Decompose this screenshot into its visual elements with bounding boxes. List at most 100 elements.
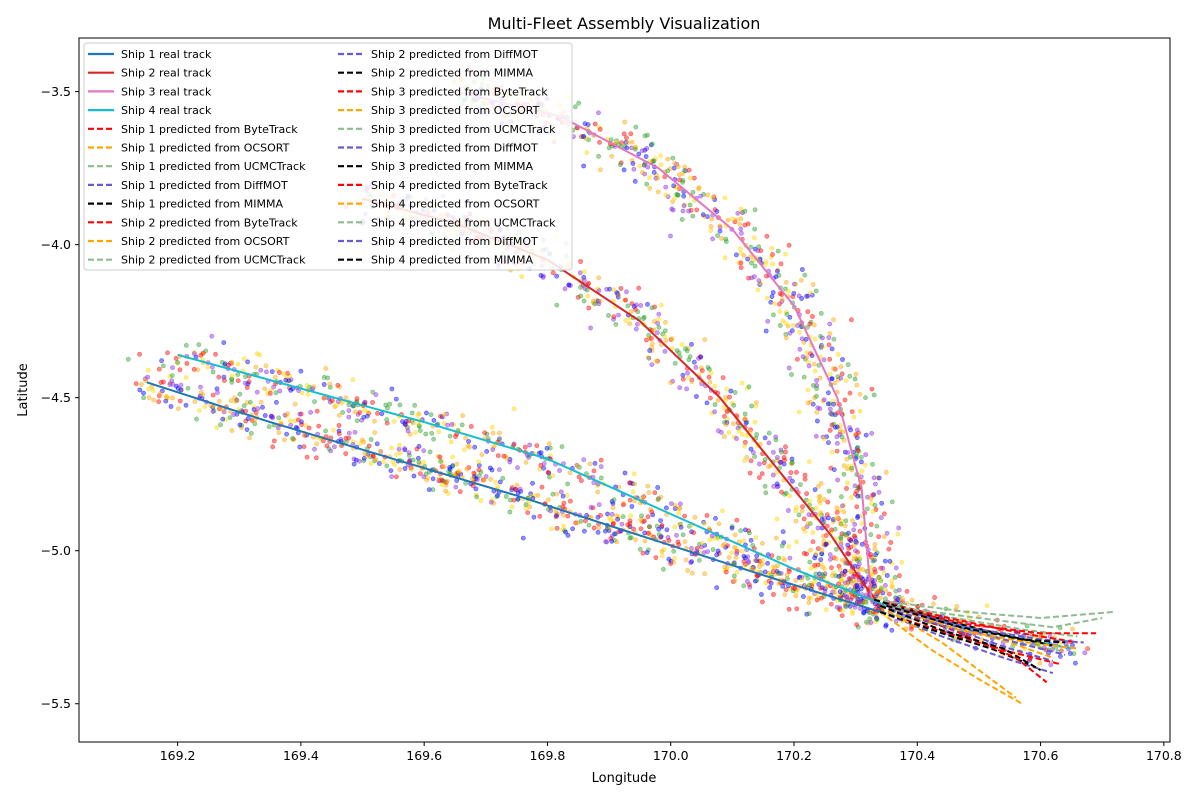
detection-point [287, 418, 293, 424]
detection-point [511, 406, 517, 412]
detection-point [443, 488, 448, 494]
detection-point [854, 622, 859, 628]
detection-point [792, 281, 797, 287]
detection-point [814, 597, 820, 603]
detection-point [507, 509, 513, 515]
detection-point [242, 374, 248, 379]
detection-point [511, 497, 517, 503]
detection-point [827, 371, 833, 377]
detection-point [538, 462, 544, 468]
detection-point [828, 557, 833, 562]
detection-point [625, 303, 631, 309]
detection-point [826, 440, 831, 445]
detection-point [679, 217, 685, 222]
detection-point [829, 376, 835, 382]
detection-point [648, 507, 653, 512]
x-tick-label: 170.0 [653, 748, 689, 763]
detection-point [868, 552, 873, 557]
detection-point [869, 564, 874, 570]
detection-point [277, 388, 283, 394]
detection-point [387, 401, 393, 407]
detection-point [810, 530, 816, 535]
detection-point [680, 376, 686, 382]
detection-point [780, 529, 786, 535]
detection-point [816, 582, 822, 587]
detection-point [441, 464, 447, 470]
detection-point [515, 496, 521, 502]
detection-point [509, 504, 515, 510]
detection-point [254, 389, 260, 395]
detection-point [752, 419, 758, 425]
detection-point [606, 145, 612, 151]
detection-point [677, 177, 682, 183]
detection-point [747, 470, 753, 476]
detection-point [728, 388, 734, 394]
detection-point [783, 449, 788, 455]
legend-label: Ship 4 predicted from ByteTrack [371, 179, 548, 192]
detection-point [197, 408, 202, 413]
detection-point [827, 356, 833, 362]
detection-point [596, 502, 602, 508]
detection-point [423, 410, 429, 416]
detection-point [827, 427, 833, 433]
detection-point [814, 378, 819, 383]
axes-frame [78, 37, 1171, 743]
detection-point [872, 502, 878, 508]
detection-point [596, 525, 602, 531]
detection-point [282, 412, 288, 418]
detection-point [689, 559, 694, 565]
detection-point [841, 471, 847, 477]
legend-label: Ship 3 predicted from OCSORT [371, 104, 540, 117]
detection-point [598, 513, 603, 518]
detection-point [714, 552, 720, 558]
detection-point [786, 365, 792, 371]
detection-point [897, 573, 902, 579]
detection-point [802, 476, 808, 482]
detection-point [680, 179, 685, 185]
detection-point [450, 454, 455, 460]
detection-point [849, 465, 854, 471]
detection-point [854, 558, 860, 563]
detection-point [826, 335, 832, 340]
detection-point [276, 415, 282, 421]
detection-point [727, 394, 732, 400]
detection-point [549, 526, 554, 532]
detection-point [843, 518, 849, 524]
detection-point [645, 132, 650, 138]
detection-point [739, 548, 745, 554]
detection-point [806, 459, 812, 465]
detection-point [772, 564, 778, 570]
detection-point [625, 522, 631, 528]
detection-point [200, 392, 206, 398]
detection-point [503, 494, 509, 499]
detection-point [530, 480, 535, 486]
detection-point [652, 490, 658, 496]
detection-point [402, 421, 408, 427]
detection-point [647, 348, 653, 353]
detection-point [823, 584, 829, 590]
detection-point [335, 399, 341, 404]
detection-point [872, 577, 877, 583]
detection-point [789, 460, 795, 466]
detection-point [473, 486, 479, 492]
detection-point [598, 167, 603, 173]
detection-point [831, 401, 836, 407]
detection-point [844, 486, 849, 491]
detection-point [789, 372, 794, 377]
detection-point [633, 537, 638, 543]
predicted-track-line [873, 598, 1115, 620]
detection-point [808, 547, 813, 553]
detection-point [749, 275, 755, 281]
detection-point [874, 617, 880, 622]
detection-point [814, 386, 819, 391]
detection-point [710, 195, 716, 200]
detection-point [656, 324, 662, 330]
detection-point [846, 551, 852, 557]
detection-point [624, 135, 629, 141]
detection-point [794, 505, 799, 511]
detection-point [611, 314, 617, 320]
detection-point [1058, 654, 1063, 659]
detection-point [775, 248, 781, 254]
detection-point [793, 518, 799, 524]
detection-point [372, 430, 378, 435]
